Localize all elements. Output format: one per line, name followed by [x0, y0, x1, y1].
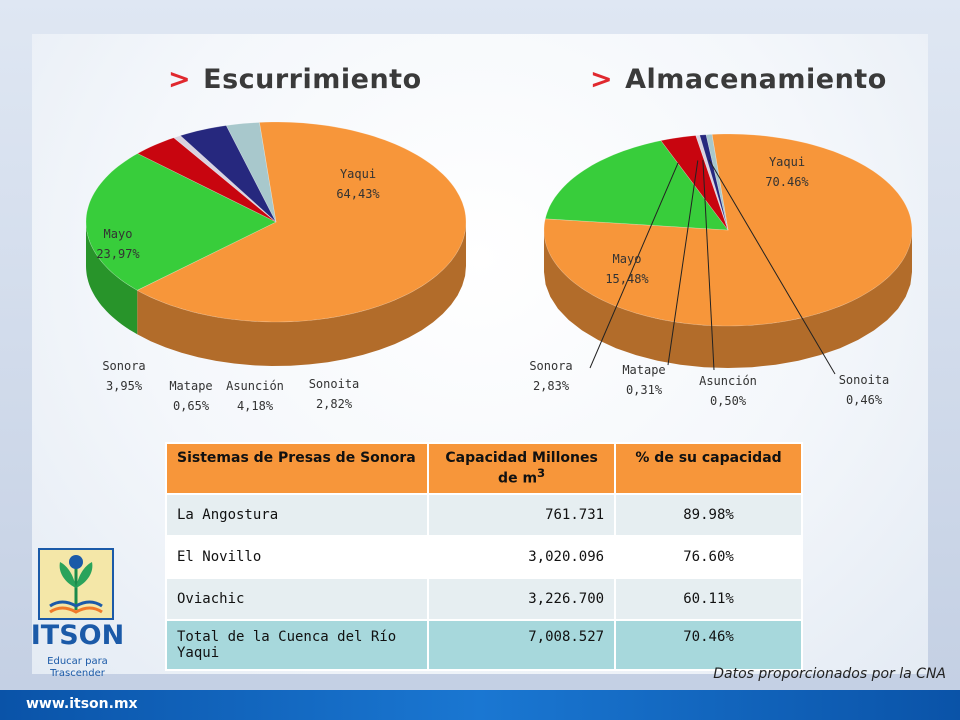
pie-label-name: Sonoita [839, 373, 890, 387]
pie-label-name: Yaqui [769, 155, 805, 169]
pie-label-name: Mayo [613, 252, 642, 266]
table-cell-capacity: 3,020.096 [427, 534, 617, 579]
footer-url[interactable]: www.itson.mx [26, 696, 138, 712]
table-cell-capacity: 761.731 [427, 492, 617, 537]
pie-slice-side [86, 222, 138, 335]
pie-label-value: 23,97% [96, 247, 140, 261]
pie-chart-escurrimiento: Yaqui 64,43% Mayo 23,97% Sonora 3,95% Matape 0,… [85, 121, 467, 413]
leader-line [702, 160, 715, 371]
heading-almacenamiento-text: Almacenamiento [625, 64, 887, 95]
table-header-system: Sistemas de Presas de Sonora [164, 442, 430, 495]
pie-label-value: 4,18% [237, 399, 274, 413]
table-cell-percent: 60.11% [614, 576, 803, 621]
heading-almacenamiento: > Almacenamiento [590, 64, 887, 95]
pie-label-name: Yaqui [340, 167, 376, 181]
pie-label-value: 0,31% [626, 383, 663, 397]
pie-label-name: Asunción [699, 374, 757, 388]
pie-label-name: Sonoita [309, 377, 360, 391]
pie-slice-sonoita [705, 134, 729, 231]
table-cell-capacity: 7,008.527 [427, 618, 617, 671]
source-note: Datos proporcionados por la CNA [713, 666, 946, 682]
pie-slice-mayo [85, 153, 277, 291]
table-cell-capacity: 3,226.700 [427, 576, 617, 621]
leader-line [589, 162, 679, 369]
pie-slice-yaqui [136, 121, 467, 323]
pie-label-value: 0,46% [846, 393, 883, 407]
pie-slice-asuncion [179, 125, 277, 223]
leader-line [708, 159, 836, 375]
pie-charts: Yaqui 64,43% Mayo 23,97% Sonora 3,95% Matape 0,… [85, 121, 913, 413]
table-cell-system: La Angostura [164, 492, 430, 537]
chevron-icon: > [590, 64, 614, 95]
pie-slice-mayo [544, 140, 729, 231]
table-cell-percent: 70.46% [614, 618, 803, 671]
pie-slice-sonora [136, 137, 277, 223]
pie-label-value: 0,50% [710, 394, 747, 408]
footer-bar [0, 690, 960, 720]
chevron-icon: > [168, 64, 192, 95]
pie-label-value: 2,82% [316, 397, 353, 411]
pie-label-name: Matape [622, 363, 665, 377]
table-cell-percent: 76.60% [614, 534, 803, 579]
logo-name: ITSON [30, 620, 125, 651]
heading-escurrimiento: > Escurrimiento [168, 64, 422, 95]
pie-label-name: Asunción [226, 379, 284, 393]
table-header-row: Sistemas de Presas de Sonora Capacidad M… [164, 442, 803, 495]
logo-tagline: Educar para Trascender [30, 656, 125, 680]
table-row-total: Total de la Cuenca del Río Yaqui 7,008.5… [164, 618, 803, 671]
pie-slice-side [137, 222, 466, 366]
logo-tagline-line: Educar para [47, 656, 108, 667]
table-header-capacity: Capacidad Millones de m3 [427, 442, 617, 495]
pie-slice-sonoita [225, 122, 277, 223]
pie-label-name: Matape [169, 379, 212, 393]
table-row: Oviachic 3,226.700 60.11% [164, 576, 803, 621]
leader-line [667, 160, 699, 366]
table-cell-system: El Novillo [164, 534, 430, 579]
table-header-capacity-exponent: 3 [537, 466, 546, 480]
pie-label-name: Mayo [104, 227, 133, 241]
table-row: El Novillo 3,020.096 76.60% [164, 534, 803, 579]
table-cell-system: Oviachic [164, 576, 430, 621]
itson-logo-icon [38, 548, 114, 620]
table-header-capacity-text: Capacidad Millones de m [445, 450, 598, 487]
pie-label-value: 70.46% [765, 175, 809, 189]
dam-capacity-table: Sistemas de Presas de Sonora Capacidad M… [164, 442, 803, 671]
pie-label-name: Sonora [529, 359, 572, 373]
pie-chart-almacenamiento: Yaqui 70.46% Mayo 15,48% Sonora 2,83% Matape 0,… [529, 133, 913, 408]
pie-label-value: 2,83% [533, 379, 570, 393]
pie-label-value: 0,65% [173, 399, 210, 413]
table-header-percent: % de su capacidad [614, 442, 803, 495]
table-cell-percent: 89.98% [614, 492, 803, 537]
logo-tagline-line: Trascender [50, 668, 105, 679]
table-row: La Angostura 761.731 89.98% [164, 492, 803, 537]
heading-escurrimiento-text: Escurrimiento [203, 64, 422, 95]
pie-label-name: Sonora [102, 359, 145, 373]
table-cell-system: Total de la Cuenca del Río Yaqui [164, 618, 430, 671]
pie-label-value: 64,43% [336, 187, 380, 201]
pie-label-value: 3,95% [106, 379, 143, 393]
pie-slice-side [544, 230, 912, 368]
pie-label-value: 15,48% [605, 272, 649, 286]
